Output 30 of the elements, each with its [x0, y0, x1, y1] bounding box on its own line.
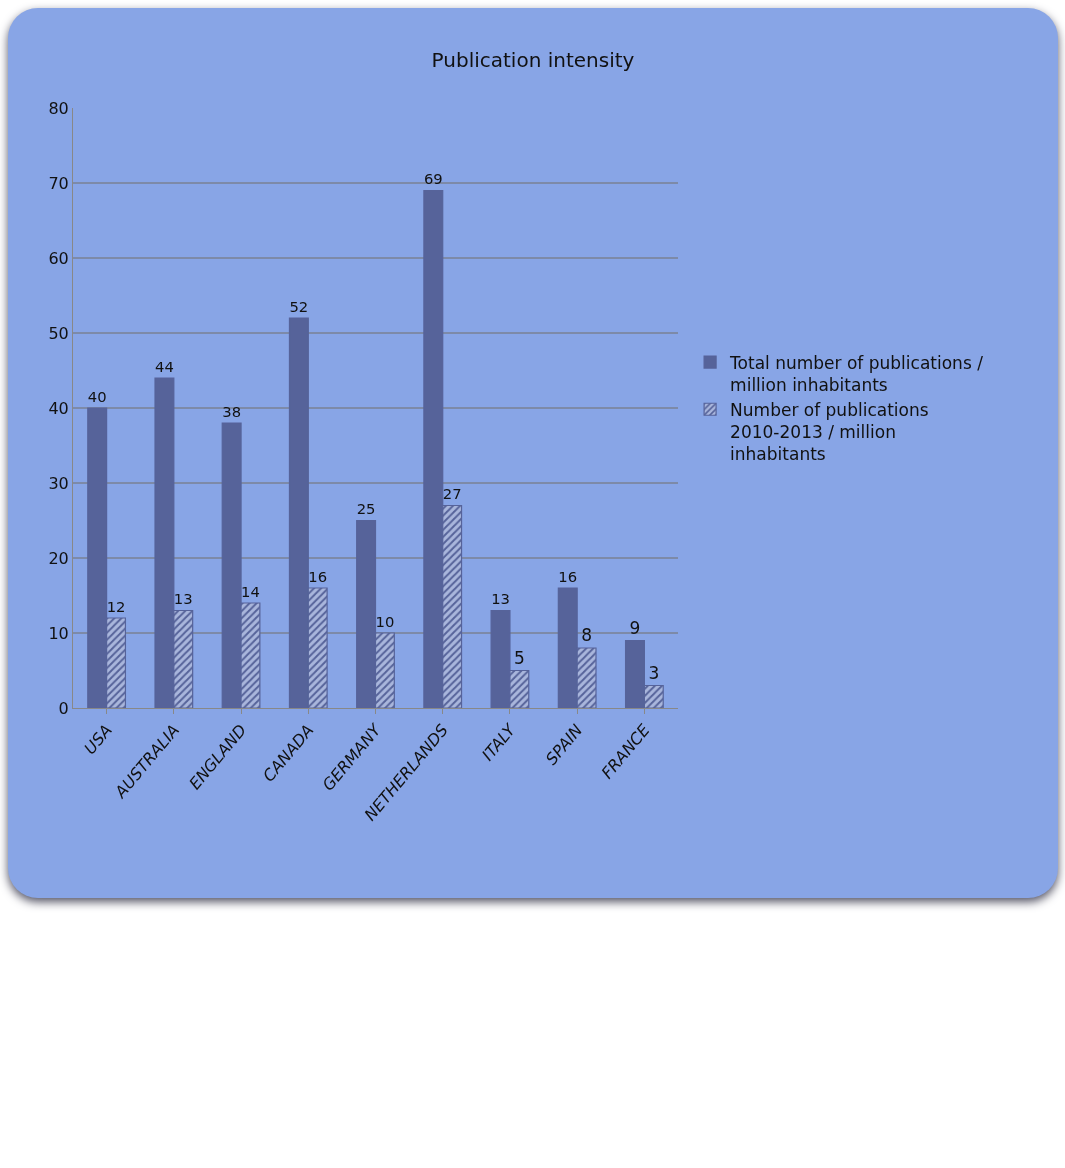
y-tick-label: 10: [48, 623, 69, 643]
data-label: 40: [87, 387, 107, 405]
y-tick-label: 30: [48, 473, 69, 493]
y-tick-label: 80: [48, 98, 69, 118]
y-tick-label: 60: [48, 248, 69, 268]
data-label: 10: [375, 612, 395, 630]
y-tick-label: 50: [48, 323, 69, 343]
y-tick-label: 70: [48, 173, 69, 193]
data-label: 14: [241, 582, 260, 600]
legend-label: Total number of publications / million inhabitants: [729, 352, 984, 395]
chart-title: Publication intensity: [431, 47, 635, 72]
data-label: 3: [648, 662, 660, 683]
data-label: 52: [289, 297, 309, 315]
y-tick-label: 0: [58, 698, 69, 718]
y-tick-label: 40: [48, 398, 69, 418]
data-label: 16: [308, 567, 328, 585]
data-label: 5: [513, 647, 525, 668]
data-label: 8: [581, 625, 592, 645]
data-label: 13: [173, 590, 193, 608]
data-label: 69: [423, 170, 443, 188]
data-label: 38: [222, 402, 242, 420]
data-label: 44: [155, 357, 174, 375]
data-label: 16: [558, 567, 578, 585]
data-label: 13: [491, 590, 510, 608]
data-label: 25: [356, 500, 376, 518]
y-tick-label: 20: [48, 548, 69, 568]
text: Number of publications 2010-2013 / million inhabitants: [730, 399, 929, 465]
data-label: 27: [442, 485, 462, 503]
data-label: 9: [629, 617, 641, 638]
data-label: 12: [106, 597, 126, 615]
